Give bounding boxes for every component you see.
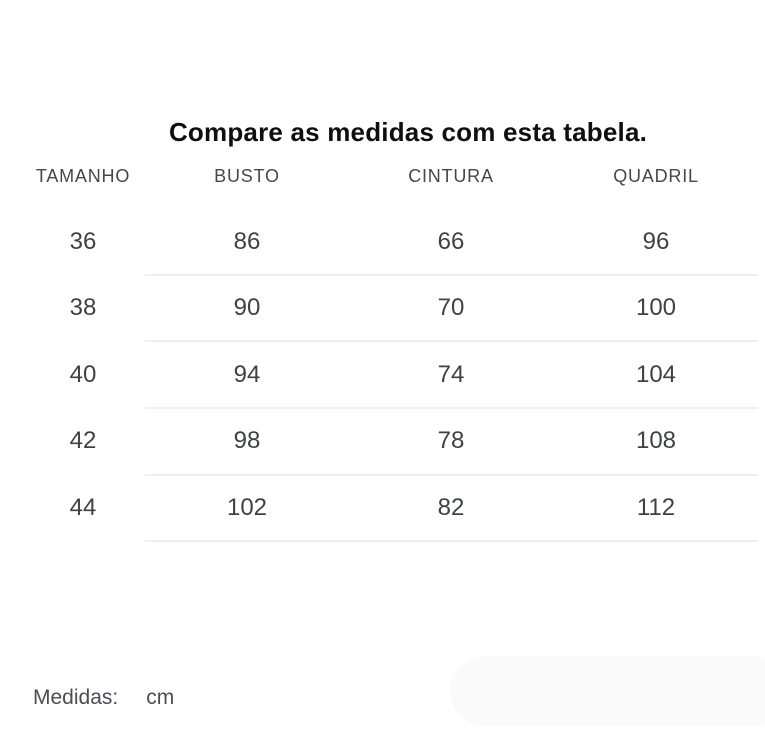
header-cintura: CINTURA	[408, 166, 494, 186]
size-cell: 94	[233, 361, 261, 388]
size-cell: 44	[69, 494, 97, 521]
size-cell: 74	[437, 361, 465, 388]
table-row: 38 90 70 100	[0, 293, 765, 323]
row-divider	[145, 407, 758, 409]
size-cell: 108	[635, 427, 677, 454]
size-cell: 36	[69, 228, 97, 255]
units-label: Medidas:	[33, 686, 119, 709]
table-row: 44 102 82 112	[0, 493, 765, 523]
table-header-row: TAMANHO BUSTO CINTURA QUADRIL	[0, 161, 765, 191]
size-cell: 96	[642, 228, 670, 255]
row-divider	[145, 274, 758, 276]
header-quadril: QUADRIL	[613, 166, 699, 186]
row-divider	[145, 540, 758, 542]
units-value: cm	[146, 686, 175, 709]
size-cell: 86	[233, 228, 261, 255]
row-divider	[145, 340, 758, 342]
size-cell: 102	[226, 494, 268, 521]
header-tamanho: TAMANHO	[35, 166, 131, 186]
size-cell: 112	[636, 494, 676, 521]
size-cell: 90	[233, 294, 261, 321]
header-busto: BUSTO	[214, 166, 280, 186]
size-cell: 98	[233, 427, 261, 454]
size-cell: 70	[437, 294, 465, 321]
size-cell: 78	[437, 427, 465, 454]
size-cell: 40	[69, 361, 97, 388]
size-cell: 100	[635, 294, 677, 321]
size-cell: 66	[437, 228, 465, 255]
table-row: 40 94 74 104	[0, 360, 765, 390]
placeholder-pill	[450, 656, 765, 726]
size-cell: 42	[69, 427, 97, 454]
table-row: 42 98 78 108	[0, 426, 765, 456]
page-title: Compare as medidas com esta tabela.	[168, 117, 648, 147]
table-row: 36 86 66 96	[0, 227, 765, 257]
units-row: Medidas: cm	[33, 686, 174, 710]
size-cell: 104	[635, 361, 677, 388]
row-divider	[145, 474, 758, 476]
size-cell: 82	[437, 494, 465, 521]
size-cell: 38	[69, 294, 97, 321]
